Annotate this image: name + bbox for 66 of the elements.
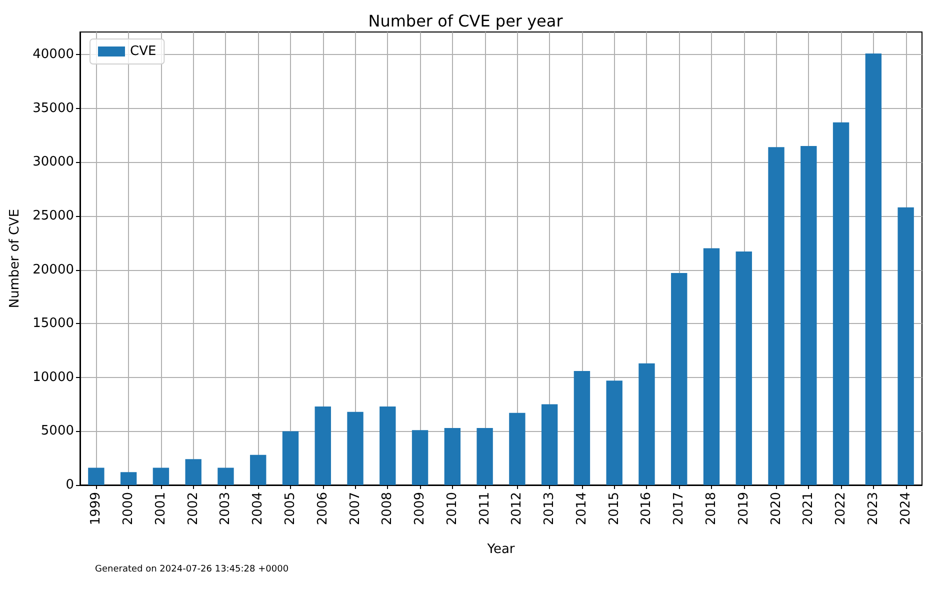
bar: [800, 146, 817, 485]
x-tick-label: 2006: [315, 492, 330, 526]
x-tick-label: 2010: [444, 492, 460, 526]
x-tick-label: 2023: [866, 492, 881, 526]
bar: [898, 207, 914, 485]
x-tick-label: 2015: [606, 492, 622, 526]
y-tick-label: 40000: [32, 47, 74, 62]
bar: [832, 122, 850, 485]
x-tick-label: 2012: [510, 492, 525, 526]
x-tick-label: 2007: [348, 492, 363, 526]
x-tick-label: 2003: [218, 492, 234, 526]
y-axis-title: Number of CVE: [8, 208, 23, 308]
x-tick-label: 2008: [380, 492, 396, 526]
bar: [250, 454, 266, 485]
bar: [380, 406, 396, 485]
bar: [218, 468, 234, 485]
bar: [412, 430, 428, 485]
bar: [638, 363, 655, 485]
x-tick-label: 2017: [672, 492, 687, 526]
bar: [185, 459, 202, 485]
x-axis-title: Year: [486, 542, 516, 557]
bar: [347, 412, 364, 485]
y-tick-label: 15000: [32, 316, 74, 332]
bar: [282, 431, 299, 485]
y-tick-label: 20000: [32, 262, 74, 278]
x-tick-label: 2011: [477, 492, 492, 526]
bar: [736, 252, 752, 485]
bar: [476, 428, 493, 485]
x-tick-label: 2009: [412, 492, 428, 526]
bar: [120, 472, 137, 485]
x-tick-label: 2022: [834, 492, 849, 526]
y-tick-label: 10000: [32, 370, 74, 385]
bar: [314, 406, 331, 485]
y-tick-label: 30000: [32, 154, 74, 170]
y-tick-label: 0: [66, 478, 74, 492]
bar: [703, 248, 720, 485]
x-tick-label: 2014: [574, 492, 590, 526]
bar: [152, 468, 170, 485]
x-tick-label: 2004: [250, 492, 266, 526]
bar: [768, 147, 784, 485]
bar: [671, 273, 688, 485]
text: Generated on 2024-07-26 13:45:28 +0000: [95, 564, 289, 574]
y-tick-label: 5000: [40, 424, 74, 439]
x-tick-label: 2001: [153, 492, 168, 526]
x-tick-label: 2000: [121, 492, 136, 526]
x-tick-label: 2002: [186, 492, 201, 526]
bar: [509, 412, 526, 485]
x-tick-label: 2019: [736, 492, 752, 526]
x-tick-label: 2016: [639, 492, 654, 526]
chart-title: Number of CVE per year: [368, 12, 564, 30]
bar: [865, 54, 882, 485]
x-tick-label: 2021: [801, 492, 816, 526]
x-tick-label: 1999: [88, 492, 104, 526]
x-tick-label: 2024: [898, 492, 914, 526]
y-tick-label: 35000: [32, 100, 74, 116]
bar: [606, 380, 622, 485]
legend-label: CVE: [130, 44, 156, 59]
bar: [88, 468, 104, 485]
x-tick-label: 2018: [704, 492, 719, 526]
x-tick-label: 2020: [768, 492, 784, 526]
bar: [574, 370, 590, 485]
bar: [541, 404, 558, 485]
y-tick-label: 25000: [32, 208, 74, 224]
x-tick-label: 2013: [542, 492, 558, 526]
bar: [444, 428, 461, 485]
x-tick-label: 2005: [283, 492, 298, 526]
